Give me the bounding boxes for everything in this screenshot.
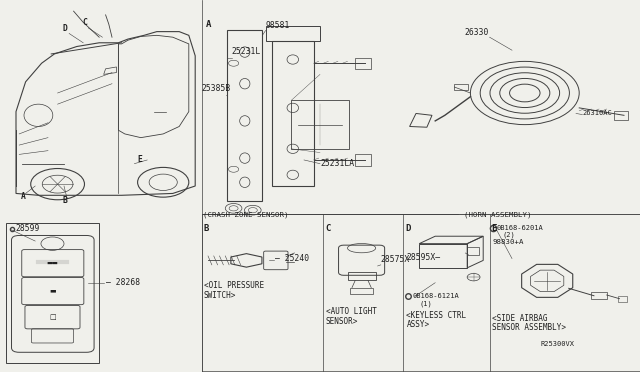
Text: 25231L: 25231L	[232, 47, 261, 56]
Text: 98581: 98581	[266, 21, 290, 30]
Text: 25231LA: 25231LA	[320, 158, 354, 167]
Text: ▬▬: ▬▬	[47, 260, 58, 266]
Text: A: A	[206, 20, 211, 29]
Bar	[467, 247, 479, 255]
Text: ASSY>: ASSY>	[406, 320, 429, 328]
Bar	[419, 244, 467, 268]
Text: (1): (1)	[419, 300, 432, 307]
Text: 98830+A: 98830+A	[493, 239, 524, 245]
Text: <KEYLESS CTRL: <KEYLESS CTRL	[406, 311, 467, 320]
Bar	[618, 296, 627, 302]
Text: E: E	[138, 155, 143, 164]
Text: □: □	[49, 314, 56, 320]
Text: <SIDE AIRBAG: <SIDE AIRBAG	[492, 314, 547, 323]
Bar	[227, 30, 262, 201]
Bar	[348, 272, 376, 280]
Text: R25300VX: R25300VX	[541, 341, 575, 347]
Text: <AUTO LIGHT: <AUTO LIGHT	[326, 307, 376, 316]
Text: <OIL PRESSURE: <OIL PRESSURE	[204, 281, 264, 290]
Text: 28595X—: 28595X—	[406, 253, 440, 262]
Text: D: D	[63, 23, 68, 32]
Text: A: A	[21, 192, 26, 201]
Bar	[614, 111, 628, 120]
Text: — 25240: — 25240	[275, 254, 309, 263]
Text: SENSOR ASSEMBLY>: SENSOR ASSEMBLY>	[492, 323, 566, 331]
Bar	[272, 41, 314, 186]
Text: SWITCH>: SWITCH>	[204, 291, 236, 299]
Text: 0B168-6201A: 0B168-6201A	[497, 225, 543, 231]
Text: — 28268: — 28268	[106, 278, 140, 287]
Bar	[591, 292, 607, 299]
Bar	[266, 26, 320, 41]
Text: (HORN ASSEMBLY): (HORN ASSEMBLY)	[464, 212, 531, 218]
Bar	[6, 223, 99, 363]
Text: 25385B: 25385B	[202, 84, 231, 93]
Text: E: E	[492, 224, 497, 232]
Bar	[291, 100, 349, 149]
Text: 28599: 28599	[15, 224, 40, 233]
Text: (CRASH ZONE SENSOR): (CRASH ZONE SENSOR)	[203, 212, 289, 218]
Text: 26310AC: 26310AC	[582, 110, 612, 116]
Text: C: C	[325, 224, 330, 232]
Bar	[454, 84, 468, 90]
Bar	[355, 58, 371, 69]
Text: D: D	[405, 224, 410, 232]
Text: B: B	[63, 196, 68, 205]
Text: (2): (2)	[502, 231, 515, 238]
Text: ▬: ▬	[49, 288, 56, 294]
Text: SENSOR>: SENSOR>	[326, 317, 358, 326]
Bar	[350, 288, 373, 294]
Text: 28575X: 28575X	[381, 255, 410, 264]
Text: 26330: 26330	[464, 28, 488, 36]
Text: B: B	[204, 224, 209, 232]
Bar	[355, 154, 371, 166]
Text: C: C	[82, 18, 87, 27]
Text: 0B168-6121A: 0B168-6121A	[413, 293, 460, 299]
